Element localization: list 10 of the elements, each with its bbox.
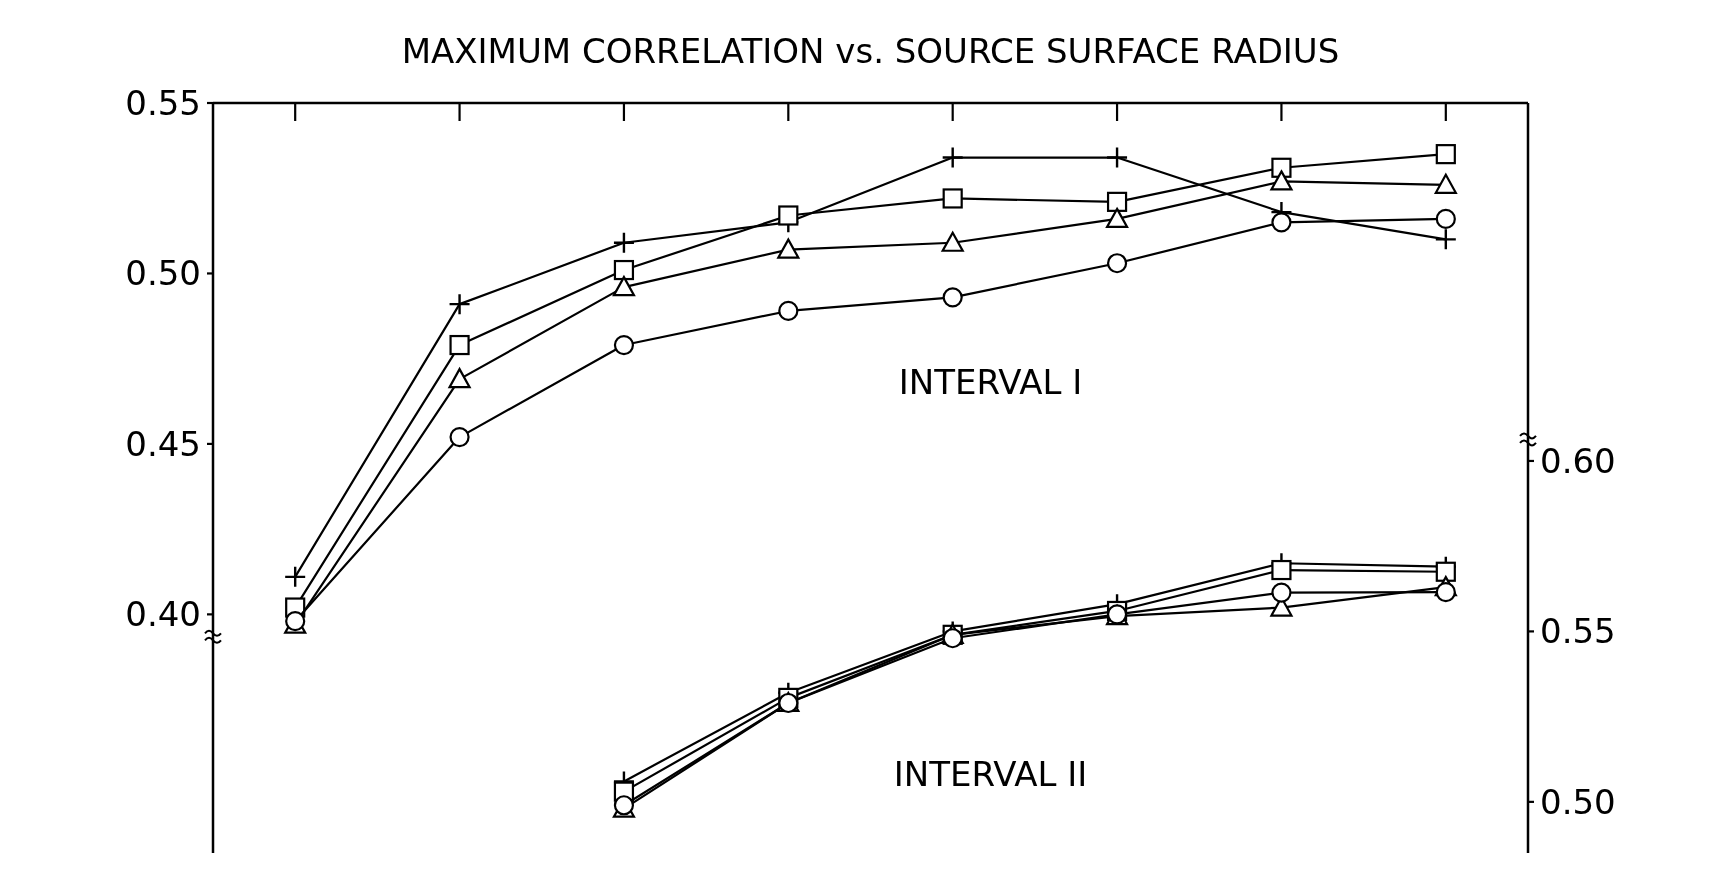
y2-tick-label: 0.50 <box>1540 781 1616 822</box>
y-tick-label: 0.55 <box>125 82 201 123</box>
y-tick-label: 0.45 <box>125 423 201 464</box>
chart-title: MAXIMUM CORRELATION vs. SOURCE SURFACE RADIUS <box>401 31 1340 71</box>
y-tick-label: 0.40 <box>125 594 201 635</box>
annotation: INTERVAL I <box>898 362 1083 403</box>
y2-tick-label: 0.55 <box>1540 611 1616 652</box>
y-tick-label: 0.50 <box>125 253 201 294</box>
y2-tick-label: 0.60 <box>1540 440 1616 481</box>
annotation: INTERVAL II <box>893 754 1088 795</box>
